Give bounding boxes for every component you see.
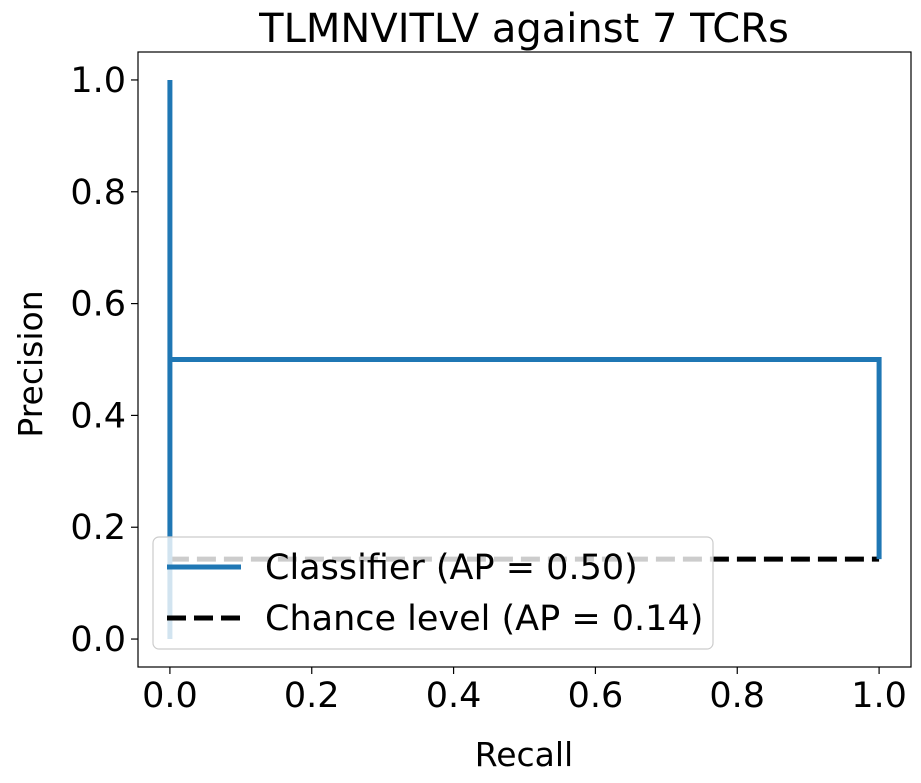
classifier-pr-curve (167, 79, 882, 640)
x-tick-label: 0.0 (142, 676, 198, 716)
x-tick-label: 0.2 (284, 676, 340, 716)
y-axis-ticks: 0.0 0.2 0.4 0.6 0.8 1.0 (70, 61, 138, 660)
chart-title: TLMNVITLV against 7 TCRs (258, 6, 789, 52)
x-axis-label: Recall (475, 735, 573, 774)
legend: Classifier (AP = 0.50) Chance level (AP =… (152, 536, 714, 650)
legend-chance-label: Chance level (AP = 0.14) (265, 599, 703, 639)
y-tick-label: 0.0 (70, 620, 126, 660)
axes-frame (137, 51, 912, 668)
x-tick-label: 0.8 (709, 676, 765, 716)
y-tick-label: 0.2 (70, 508, 126, 548)
legend-box (152, 536, 714, 650)
y-tick-label: 0.8 (70, 173, 126, 213)
x-tick-label: 0.4 (426, 676, 482, 716)
y-tick-label: 1.0 (70, 61, 126, 101)
x-axis-ticks: 0.0 0.2 0.4 0.6 0.8 1.0 (142, 667, 907, 716)
legend-classifier-label: Classifier (AP = 0.50) (265, 548, 638, 588)
y-tick-label: 0.6 (70, 285, 126, 325)
x-tick-label: 1.0 (851, 676, 907, 716)
x-tick-label: 0.6 (568, 676, 624, 716)
y-tick-label: 0.4 (70, 396, 126, 436)
y-axis-label: Precision (11, 290, 50, 437)
